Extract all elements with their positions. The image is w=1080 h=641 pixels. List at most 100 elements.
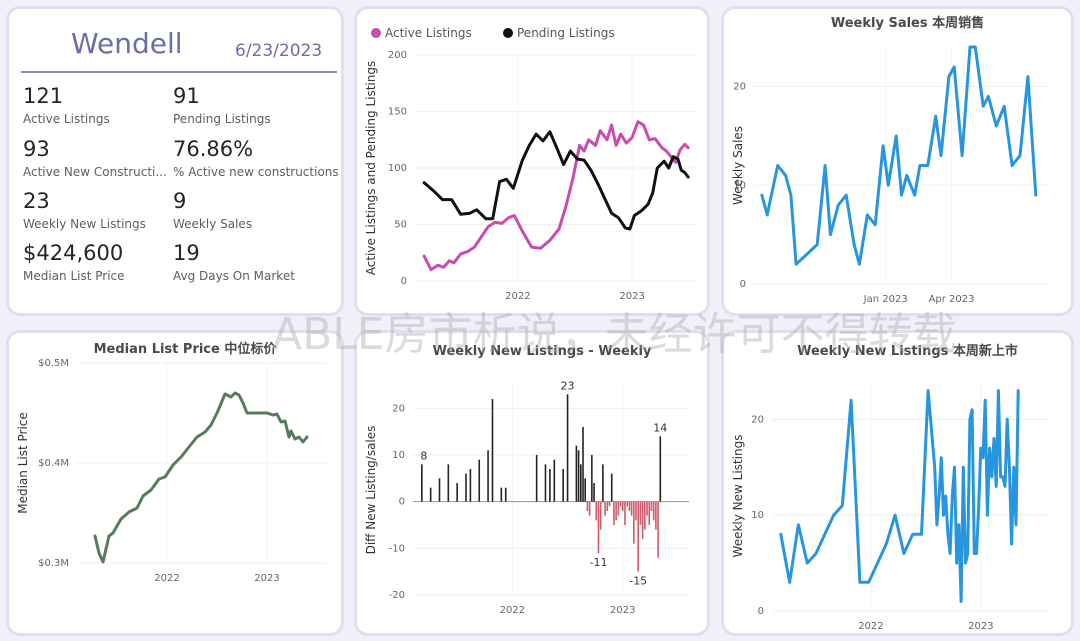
bar: [644, 501, 646, 530]
city-title: Wendell: [71, 27, 183, 60]
bar: [608, 501, 611, 507]
y-tick-label: 100: [388, 163, 407, 174]
bar: [659, 436, 662, 502]
bar: [438, 478, 441, 502]
y-tick-label: 0: [399, 497, 405, 508]
y-tick-label: 20: [751, 414, 764, 425]
data-label: 14: [653, 421, 667, 434]
x-tick-label: Jan 2023: [863, 294, 908, 305]
bar: [637, 501, 640, 572]
x-tick-label: 2023: [610, 605, 635, 616]
bar: [641, 501, 644, 539]
avg-days-on-market-label: Avg Days On Market: [173, 269, 295, 283]
bar: [621, 501, 624, 511]
bar: [595, 501, 598, 521]
bar: [465, 473, 467, 502]
bar: [646, 501, 648, 516]
y-tick-label: 0: [401, 276, 407, 287]
weekly-new-listings-value: 23: [23, 189, 50, 213]
weekly-new-listings-chart-panel: Weekly New Listings 本周新上市 0 10 20 2022 2023 We…: [721, 330, 1074, 636]
y-axis-label: Weekly New Listings: [731, 435, 745, 558]
y-tick-label: 10: [751, 510, 764, 521]
bar: [575, 445, 578, 502]
bar: [504, 487, 507, 502]
weekly-sales-chart: Weekly Sales 本周销售 0 10 20 Jan 2023 Apr 2023 We…: [731, 15, 1049, 305]
y-tick-label: 200: [388, 50, 407, 61]
chart-title: Weekly New Listings 本周新上市: [797, 343, 1018, 359]
active-new-construction-value: 93: [23, 137, 50, 161]
diff-listings-chart-panel: Weekly New Listings - Weekly -20 -10 0 10 20 2…: [354, 330, 710, 636]
series-line-median-list-price: [93, 391, 309, 564]
kpi-card: Wendell 6/23/2023 121 Active Listings 91…: [6, 6, 344, 316]
data-label: 23: [561, 379, 575, 392]
y-tick-label: 150: [388, 107, 407, 118]
pending-listings-label: Pending Listings: [173, 112, 271, 126]
x-tick-label: 2022: [858, 621, 883, 632]
bar: [562, 469, 564, 502]
y-tick-label: 10: [392, 450, 405, 461]
active-new-construction-label: Active New Constructi...: [23, 165, 167, 179]
listings-chart-panel: Active Listings Pending Listings 0 50 100 150…: [354, 6, 710, 316]
bar: [606, 501, 609, 511]
bar: [580, 464, 582, 502]
bar: [588, 501, 591, 516]
y-axis-label: Active Listings and Pending Listings: [364, 61, 378, 276]
bar: [553, 459, 556, 502]
bar: [447, 464, 450, 502]
bar: [582, 427, 584, 502]
y-tick-label: 10: [733, 180, 746, 191]
bar: [487, 450, 489, 502]
bar: [628, 501, 631, 511]
bar: [599, 501, 602, 530]
bar: [577, 450, 580, 502]
y-tick-label: 20: [392, 403, 405, 414]
y-tick-label: 0: [758, 606, 764, 617]
bar: [584, 478, 587, 502]
pct-active-new-construction-value: 76.86%: [173, 137, 254, 161]
bar: [657, 501, 659, 558]
x-tick-label: Apr 2023: [929, 294, 975, 305]
y-tick-label: $0.5M: [38, 358, 69, 369]
y-tick-label: 50: [394, 220, 407, 231]
weekly-sales-label: Weekly Sales: [173, 217, 253, 231]
x-tick-label: 2022: [505, 291, 530, 302]
bar: [500, 487, 503, 502]
series-line-active-listings: [422, 120, 690, 272]
pending-listings-value: 91: [173, 84, 200, 108]
y-tick-label: 20: [733, 82, 746, 93]
bar: [639, 501, 642, 525]
bar: [593, 483, 595, 502]
y-axis-label: Median List Price: [16, 412, 30, 514]
y-tick-label: -20: [389, 590, 405, 601]
y-axis-label: Diff New Listing/sales: [364, 426, 378, 555]
bar: [602, 464, 604, 502]
x-tick-label: 2023: [968, 621, 993, 632]
y-tick-label: $0.4M: [38, 458, 69, 469]
bar: [652, 501, 655, 521]
bar: [626, 501, 628, 507]
chart-title: Weekly New Listings - Weekly: [433, 344, 652, 359]
avg-days-on-market-value: 19: [173, 241, 200, 265]
legend-marker: [371, 28, 381, 38]
data-label: -11: [589, 556, 607, 569]
bar: [491, 399, 494, 502]
title-divider: [21, 71, 337, 73]
bar: [617, 501, 620, 516]
bar: [544, 464, 547, 502]
weekly-sales-value: 9: [173, 189, 187, 213]
bar: [469, 469, 472, 502]
series-line-pending-listings: [422, 130, 690, 231]
active-listings-label: Active Listings: [23, 112, 110, 126]
bar: [597, 501, 600, 553]
bar: [610, 473, 613, 502]
bar: [535, 455, 538, 502]
bar: [586, 501, 589, 511]
y-tick-label: -10: [389, 543, 405, 554]
x-tick-label: 2022: [500, 605, 525, 616]
median-list-price-value: $424,600: [23, 241, 124, 265]
bar: [635, 501, 637, 521]
bar: [613, 501, 615, 525]
legend-label: Pending Listings: [517, 26, 615, 40]
median-list-price-label: Median List Price: [23, 269, 125, 283]
bar: [604, 501, 606, 516]
